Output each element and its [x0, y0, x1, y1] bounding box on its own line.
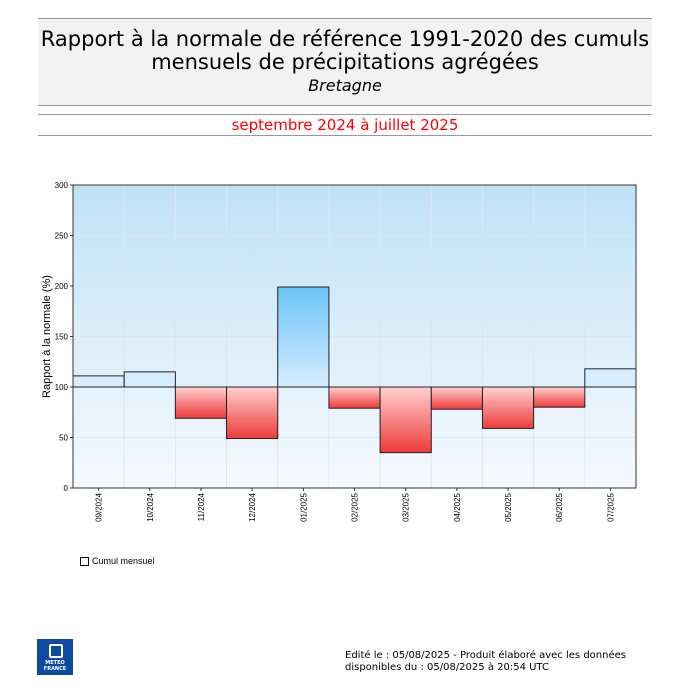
x-tick-label: 01/2025 — [299, 492, 308, 521]
bar — [277, 286, 330, 388]
bar — [72, 375, 125, 388]
y-tick-label: 50 — [59, 434, 68, 443]
bar — [533, 386, 586, 408]
legend: Cumul mensuel — [80, 556, 155, 566]
y-tick-label: 200 — [55, 282, 69, 291]
period-label: septembre 2024 à juillet 2025 — [231, 116, 459, 134]
x-tick-label: 05/2025 — [504, 492, 513, 521]
x-tick-label: 04/2025 — [453, 492, 462, 521]
legend-label: Cumul mensuel — [92, 556, 155, 566]
footer: Edité le : 05/08/2025 - Produit élaboré … — [345, 650, 665, 674]
logo-text-line2: FRANCE — [43, 666, 67, 672]
logo-icon — [49, 644, 63, 658]
bar — [226, 386, 279, 440]
footer-line2: disponibles du : 05/08/2025 à 20:54 UTC — [345, 662, 549, 673]
legend-swatch — [80, 556, 89, 566]
region-subtitle: Bretagne — [308, 76, 382, 95]
footer-line1: Edité le : 05/08/2025 - Produit élaboré … — [345, 650, 626, 661]
period-box: septembre 2024 à juillet 2025 — [38, 114, 652, 136]
y-tick-label: 150 — [55, 333, 69, 342]
x-tick-label: 11/2024 — [197, 492, 206, 521]
x-tick-label: 09/2024 — [95, 492, 104, 521]
logo-text-line1: METEO — [45, 660, 65, 666]
y-tick-label: 300 — [55, 181, 69, 190]
bar — [379, 386, 432, 454]
x-tick-label: 12/2024 — [248, 492, 257, 521]
y-tick-label: 100 — [55, 383, 69, 392]
bar — [174, 386, 228, 419]
bar — [328, 386, 381, 409]
y-tick-label: 250 — [55, 232, 69, 241]
title-box: Rapport à la normale de référence 1991-2… — [38, 18, 652, 106]
x-tick-label: 03/2025 — [402, 492, 411, 521]
bar — [481, 386, 535, 429]
bar — [123, 371, 176, 388]
y-axis-label: Rapport à la normale (%) — [41, 275, 53, 398]
x-tick-label: 07/2025 — [606, 492, 615, 521]
chart-title-line1: Rapport à la normale de référence 1991-2… — [40, 27, 650, 51]
x-tick-label: 02/2025 — [351, 492, 360, 521]
meteo-france-logo: METEO FRANCE — [37, 639, 73, 675]
y-tick-label: 0 — [64, 484, 69, 493]
x-tick-label: 10/2024 — [146, 492, 155, 521]
bar — [430, 386, 483, 410]
x-tick-label: 06/2025 — [555, 492, 564, 521]
bar — [584, 368, 637, 388]
chart-title-line2: mensuels de précipitations agrégées — [151, 50, 539, 74]
